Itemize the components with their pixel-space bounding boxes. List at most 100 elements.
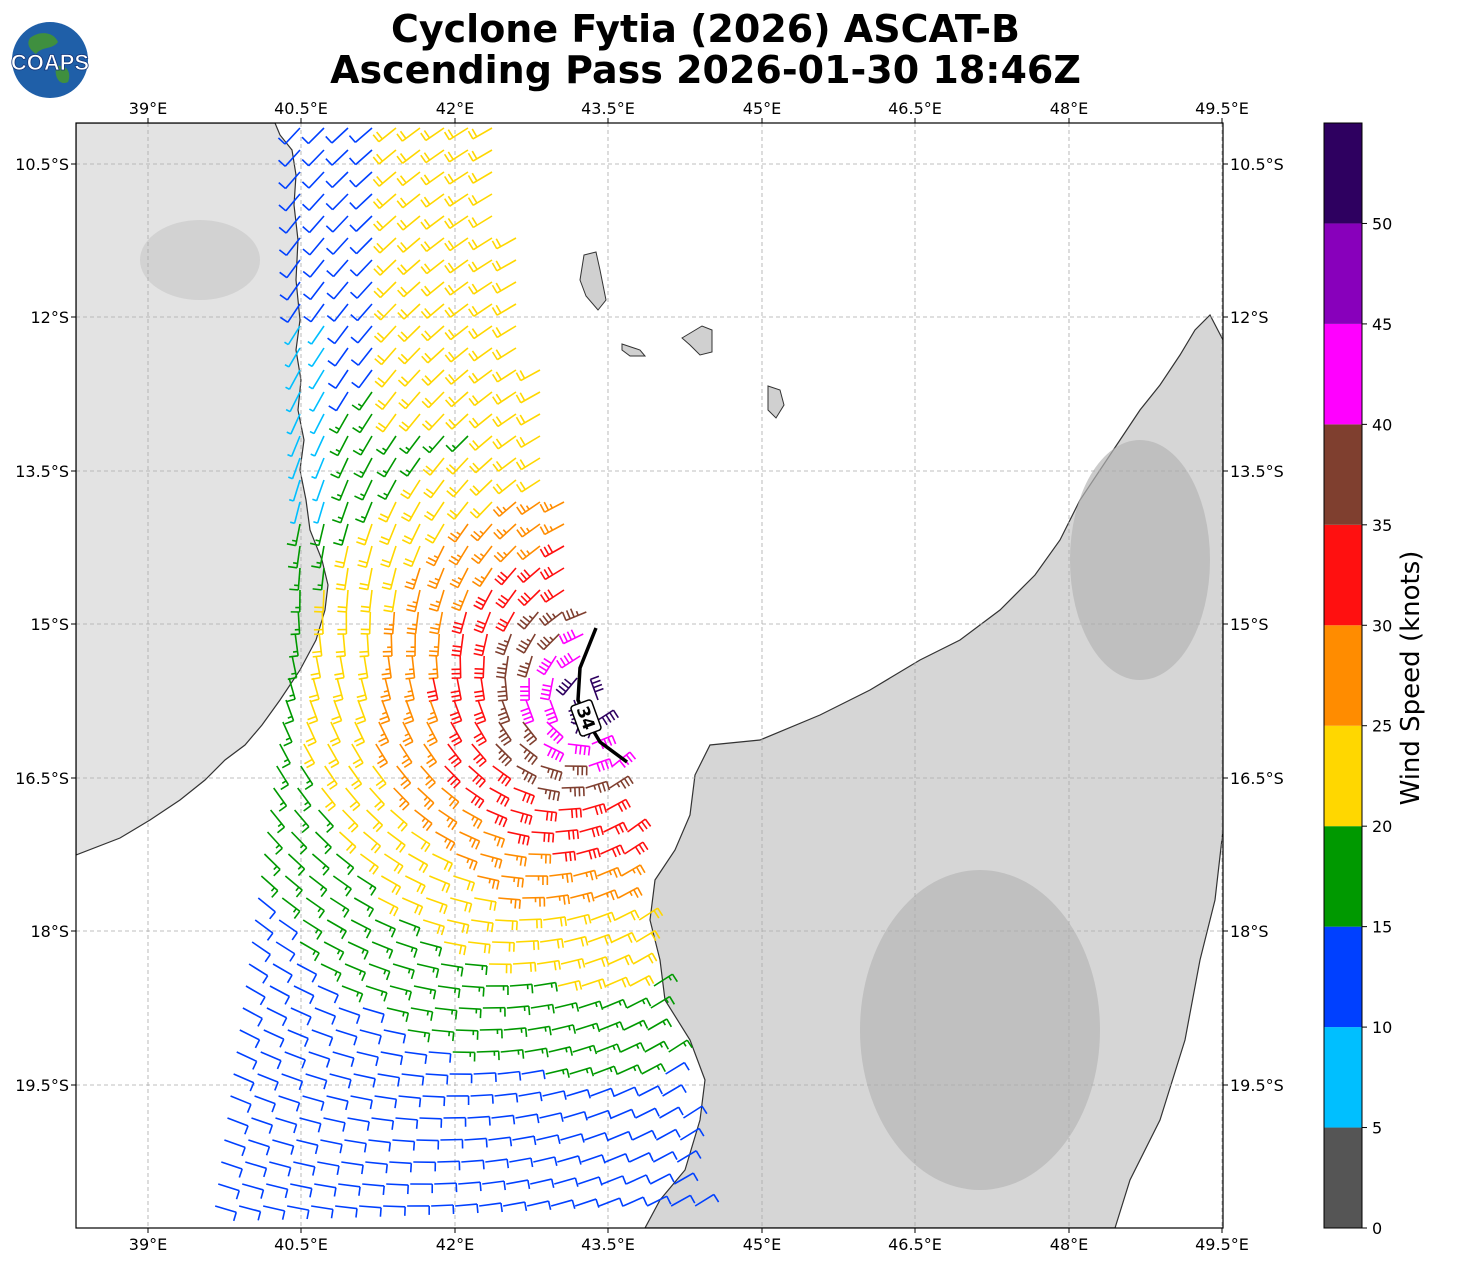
wind-barb (356, 875, 377, 896)
wind-barb (419, 941, 443, 957)
wind-barb (375, 413, 397, 433)
wind-barb (374, 347, 397, 366)
lon-tick-bottom: 48°E (1050, 1235, 1088, 1254)
wind-barb (577, 1176, 603, 1186)
wind-barb (290, 831, 308, 855)
wind-barb (534, 809, 558, 822)
wind-barb (351, 369, 373, 389)
wind-barb (302, 281, 325, 301)
wind-barb (597, 866, 622, 878)
wind-barb (386, 1007, 410, 1023)
wind-barb (425, 545, 445, 567)
wind-barb (455, 1203, 479, 1214)
title-line-2: Ascending Pass 2026-01-30 18:46Z (330, 48, 1081, 92)
island-moheli (621, 343, 647, 357)
wind-barb (468, 303, 493, 317)
wind-barb (227, 1117, 249, 1135)
colorbar-tick-label: 50 (1372, 214, 1392, 233)
africa-highland-shade (140, 220, 260, 300)
wind-barb (318, 809, 334, 833)
wind-barb (473, 589, 493, 611)
wind-barb (468, 325, 493, 340)
wind-barb (349, 171, 373, 188)
colorbar-tick-label: 20 (1372, 817, 1392, 836)
wind-barb (349, 281, 373, 299)
wind-barb (342, 809, 359, 833)
wind-barb (380, 1051, 404, 1066)
wind-barb (420, 303, 445, 319)
wind-barb (468, 435, 493, 451)
island-grande-comore (579, 251, 607, 311)
lat-tick-left: 19.5°S (15, 1076, 69, 1095)
wind-barb (539, 523, 565, 536)
wind-barb (536, 633, 560, 651)
wind-barb (308, 1051, 331, 1068)
wind-barb (405, 633, 417, 657)
wind-barb (284, 875, 303, 898)
wind-barb (451, 611, 468, 634)
wind-barb (352, 413, 373, 434)
lat-tick-right: 18°S (1230, 922, 1269, 941)
wind-barb (445, 435, 469, 453)
wind-barb (398, 1095, 422, 1108)
wind-barb (275, 1117, 298, 1134)
lat-tick-right: 15°S (1230, 615, 1269, 634)
wind-barb (437, 985, 461, 999)
colorbar-bin (1324, 524, 1362, 626)
wind-barb (427, 567, 445, 590)
wind-barb (581, 978, 607, 990)
wind-barb (262, 1205, 286, 1220)
wind-barb (373, 303, 397, 321)
wind-barb (426, 897, 448, 915)
wind-barb (362, 1183, 385, 1196)
wind-barb (257, 897, 276, 920)
wind-barb (269, 809, 286, 834)
gridlines (76, 123, 1223, 1228)
wind-barb (357, 655, 369, 680)
wind-barb (297, 787, 312, 812)
wind-barb (444, 193, 469, 207)
wind-barb (372, 171, 397, 187)
wind-barb (500, 1048, 525, 1059)
wind-barb (488, 1136, 513, 1147)
wind-barb (683, 1105, 708, 1119)
wind-barb (358, 567, 373, 591)
wind-barb (423, 743, 438, 768)
wind-barb (556, 652, 581, 669)
wind-barb (434, 1182, 458, 1193)
wind-barb (350, 303, 373, 322)
wind-barb (363, 831, 382, 854)
wind-barb (325, 171, 349, 189)
wind-barb (277, 127, 301, 145)
wind-barb (584, 1131, 609, 1142)
lon-tick-top: 40.5°E (274, 99, 328, 118)
wind-barb (443, 1116, 467, 1127)
wind-barb (242, 1007, 263, 1027)
axis-ticks: 39°E 39°E 40.5°E 40.5°E 42°E 42°E 43.5°E 43.5°E… (15, 99, 1284, 1254)
wind-barb (622, 1196, 648, 1207)
wind-barb (449, 1073, 473, 1084)
wind-barb (397, 303, 421, 320)
wind-barb (356, 523, 373, 546)
wind-barb (368, 1139, 392, 1152)
wind-barb (320, 963, 342, 982)
wind-barb (495, 919, 518, 931)
wind-barb (453, 875, 476, 892)
wind-barb (539, 501, 565, 513)
wind-barb (492, 941, 515, 952)
wind-barb (406, 589, 421, 613)
wind-barb (573, 869, 598, 881)
wind-barb (473, 633, 489, 657)
wind-barb (303, 743, 316, 769)
lat-tick-left: 15°S (30, 615, 69, 634)
wind-barb (554, 1002, 580, 1012)
colorbar-bin (1324, 424, 1362, 525)
wind-barb (516, 765, 537, 785)
wind-barb (333, 523, 349, 546)
globe-logo-icon: COAPS (10, 22, 90, 98)
wind-barb (327, 369, 349, 389)
wind-barb (396, 171, 421, 187)
wind-barb (311, 545, 325, 569)
wind-barb (413, 985, 437, 1000)
wind-barb (602, 998, 628, 1009)
